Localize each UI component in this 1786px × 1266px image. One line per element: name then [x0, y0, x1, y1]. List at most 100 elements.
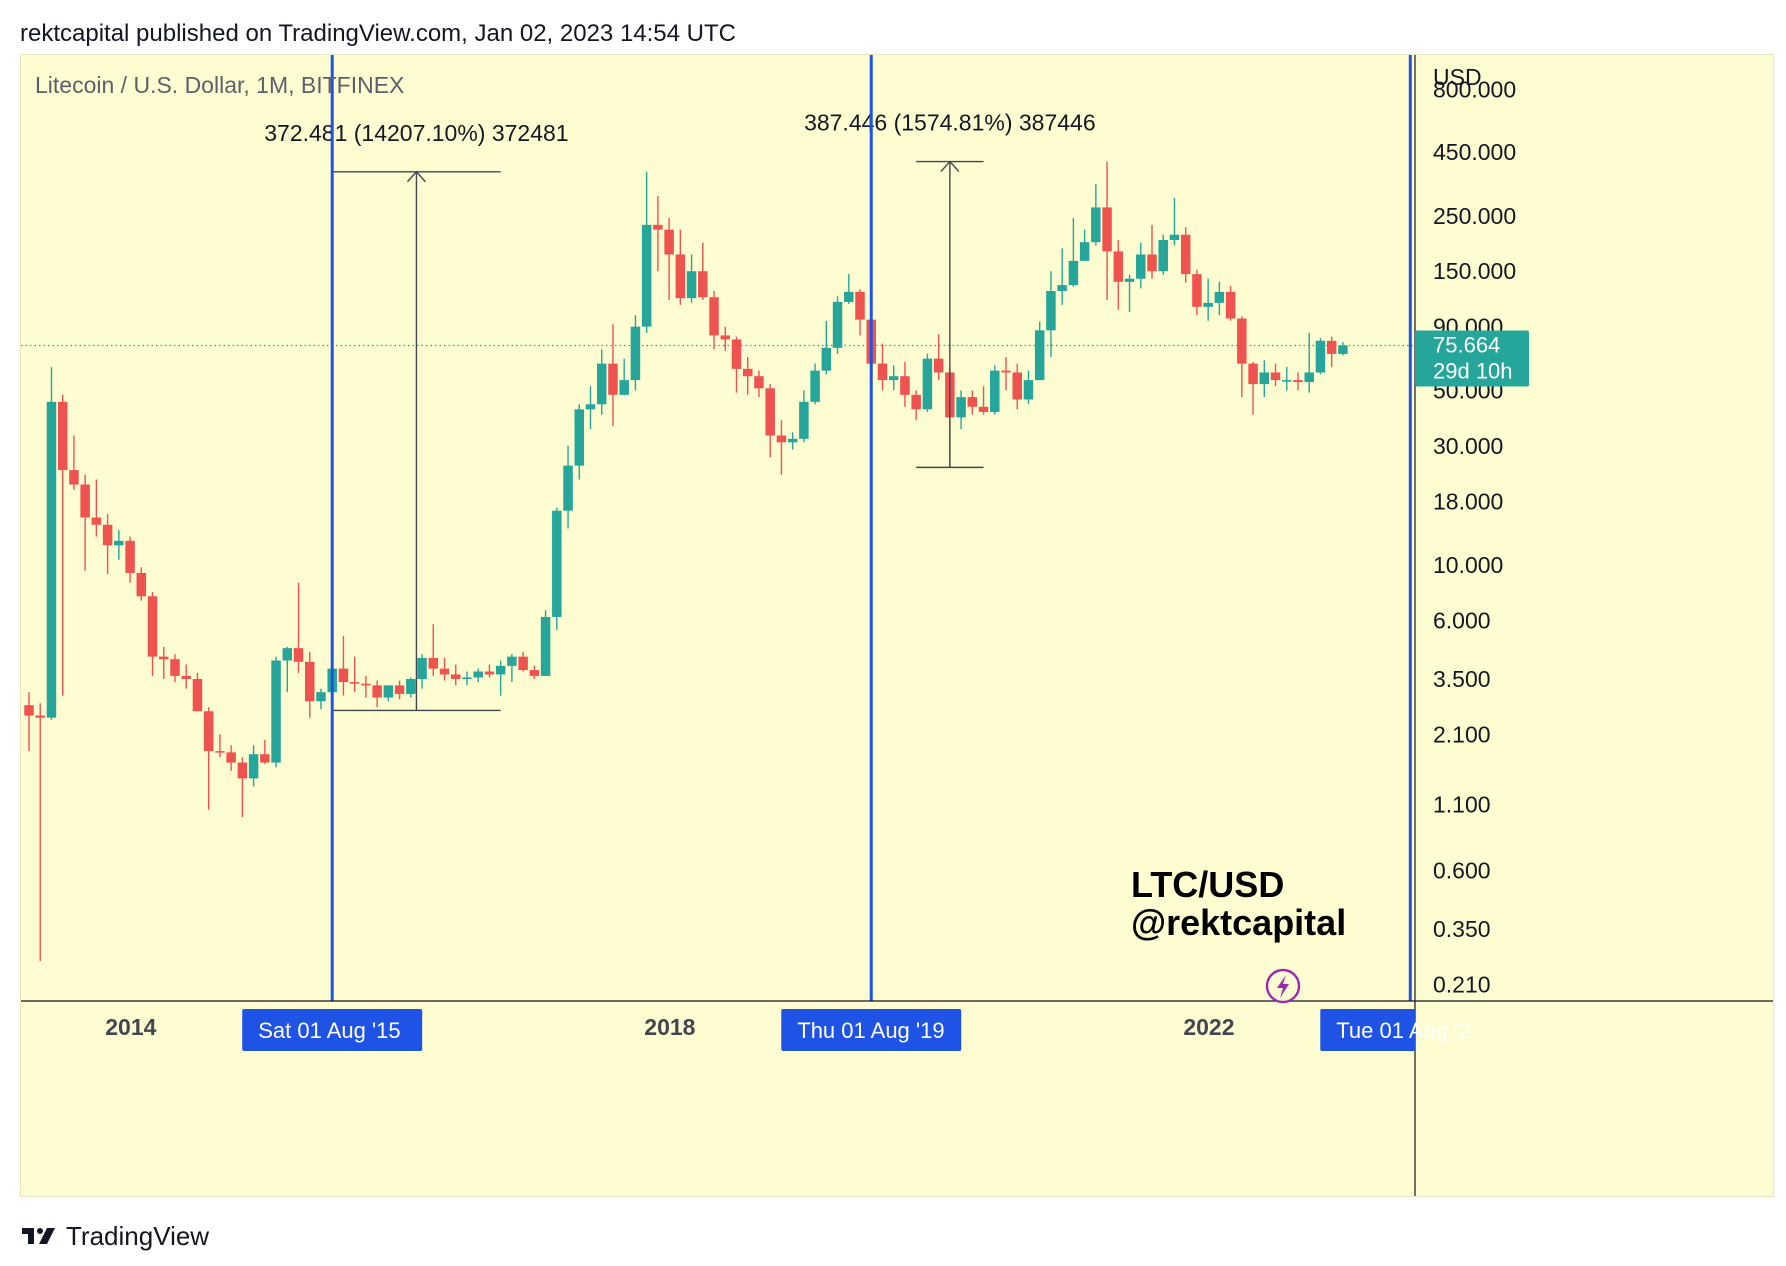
price-tick-label: 0.600: [1433, 857, 1491, 883]
candle-body: [888, 376, 899, 381]
candle-body: [1001, 370, 1011, 373]
candle-body: [1091, 207, 1101, 243]
candle-body: [967, 397, 978, 407]
candle-body: [1326, 340, 1337, 354]
candle-body: [596, 363, 607, 405]
candle-body: [1169, 234, 1180, 240]
candle-body: [1304, 372, 1314, 383]
candle-body: [1338, 345, 1348, 354]
watermark-line2: @rektcapital: [1131, 902, 1346, 943]
candle-body: [1147, 254, 1157, 272]
candle-body: [226, 752, 236, 763]
candle-body: [619, 380, 629, 395]
candle-body: [1237, 318, 1247, 364]
candle-body: [1225, 291, 1236, 319]
candle-body: [372, 685, 382, 698]
candle-body: [1259, 372, 1270, 385]
candle-body: [57, 401, 68, 471]
candle-body: [473, 671, 483, 678]
measure-label: 387.446 (1574.81%) 387446: [804, 110, 1096, 136]
measurement-layer: 372.481 (14207.10%) 372481 387.446 (1574.…: [264, 110, 1096, 712]
candle-body: [956, 397, 966, 418]
candle-body: [1057, 285, 1067, 291]
price-tick-label: 150.000: [1433, 258, 1516, 284]
lightning-bolt-icon: [1277, 975, 1289, 998]
cycle-date-badge: Sat 01 Aug '15: [242, 1009, 423, 1051]
candle-body: [428, 657, 439, 669]
candle-body: [24, 705, 34, 716]
price-tick-label: 0.350: [1433, 916, 1491, 942]
last-price-value: 75.664: [1433, 332, 1500, 357]
candle-body: [675, 254, 686, 299]
cycle-lines-layer: [330, 55, 1412, 1001]
candle-body: [821, 347, 832, 371]
price-tick-label: 450.000: [1433, 139, 1516, 165]
candle-body: [1046, 290, 1056, 331]
price-tick-label: 10.000: [1433, 552, 1503, 578]
candle-body: [664, 229, 674, 255]
price-tick-label: 3.500: [1433, 666, 1491, 692]
candle-body: [305, 661, 315, 702]
candle-body: [933, 358, 944, 373]
candle-body: [316, 692, 326, 702]
candle-body: [114, 540, 124, 546]
candle-body: [900, 376, 910, 395]
candle-body: [338, 668, 349, 683]
price-tick-label: 2.100: [1433, 721, 1491, 747]
candle-body: [742, 368, 753, 377]
candle-body: [686, 271, 697, 299]
price-tick-label: 1.100: [1433, 792, 1491, 818]
candle-body: [237, 762, 248, 779]
candle-body: [731, 339, 742, 369]
candle-body: [1023, 380, 1034, 400]
chart-svg: 372.481 (14207.10%) 372481 387.446 (1574.…: [21, 55, 1773, 1196]
candle-body: [1124, 278, 1135, 282]
candle-body: [1214, 291, 1225, 303]
footer: TradingView: [20, 1216, 209, 1256]
candle-body: [641, 224, 652, 327]
candle-body: [529, 670, 540, 676]
candle-body: [810, 370, 820, 402]
candle-body: [855, 291, 865, 320]
candle-body: [439, 668, 450, 675]
candle-body: [417, 657, 427, 679]
time-tick-label: 2014: [105, 1014, 156, 1040]
candle-body: [282, 648, 293, 661]
candle-body: [293, 648, 304, 662]
candle-body: [406, 678, 416, 694]
candle-body: [799, 401, 809, 439]
publisher-line: rektcapital published on TradingView.com…: [20, 20, 736, 47]
candle-body: [462, 677, 472, 679]
candle-body: [215, 751, 225, 753]
candle-body: [844, 291, 854, 302]
candle-body: [776, 435, 787, 443]
candle-body: [248, 754, 259, 779]
candle-body: [192, 678, 203, 712]
candle-body: [585, 404, 596, 410]
candle-body: [1270, 372, 1281, 381]
axis-layer: USD800.000450.000250.000150.00090.00050.…: [21, 55, 1773, 1196]
chart-frame: 372.481 (14207.10%) 372481 387.446 (1574.…: [20, 54, 1774, 1197]
cycle-date-badge: Thu 01 Aug '19: [781, 1009, 962, 1051]
candle-body: [361, 683, 371, 686]
candle-body: [1136, 254, 1146, 279]
candle-body: [653, 224, 663, 230]
tradingview-logo-icon[interactable]: [20, 1226, 58, 1246]
cycle-date-badge-bg: [781, 1009, 962, 1051]
symbol-title: Litecoin / U.S. Dollar, 1M, BITFINEX: [35, 72, 404, 98]
candle-body: [911, 394, 921, 410]
candle-body: [203, 711, 214, 752]
candle-body: [1203, 302, 1213, 307]
candle-body: [922, 358, 933, 410]
candle-body: [450, 674, 461, 679]
candle-body: [1068, 260, 1079, 286]
tradingview-brand[interactable]: TradingView: [66, 1220, 210, 1251]
candle-body: [69, 470, 79, 485]
lightning-event-icon[interactable]: [1265, 968, 1301, 1004]
time-tick-label: 2022: [1183, 1014, 1234, 1040]
candle-body: [1248, 363, 1258, 385]
cycle-date-badge-bg: [242, 1009, 423, 1051]
candle-body: [787, 438, 798, 443]
candle-body: [720, 335, 731, 340]
candle-body: [765, 388, 775, 436]
